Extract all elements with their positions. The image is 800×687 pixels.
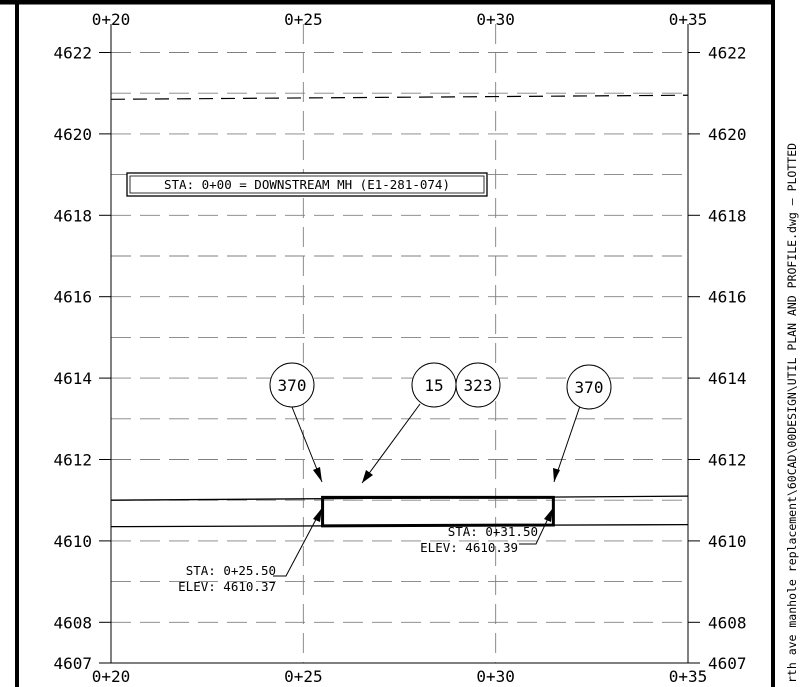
station-grid	[302, 24, 497, 663]
callout-right-label: 370	[575, 378, 604, 397]
callout-right-arrow	[553, 468, 560, 482]
left-point-leader	[273, 507, 323, 577]
callout-center-label-a: 15	[424, 376, 443, 395]
existing-grade-dashed-line	[110, 94, 689, 100]
elevation-label-right: 4622	[708, 43, 747, 62]
left-point-arrow	[313, 508, 322, 522]
callout-center-arrow	[362, 470, 373, 483]
callout-center-leader	[361, 403, 421, 484]
station-label-top: 0+25	[284, 10, 323, 29]
right-point-elevation: ELEV: 4610.39	[420, 540, 518, 555]
callout-left-bubble	[269, 362, 315, 408]
drawing-file-path: rth ave manhole replacement\60CAD\00DESI…	[785, 143, 799, 683]
elevation-label-right: 4608	[708, 613, 747, 632]
station-label-bottom: 0+20	[92, 667, 131, 686]
station-note-box	[126, 172, 488, 197]
elevation-label-left: 4622	[53, 43, 92, 62]
elevation-label-left: 4620	[53, 125, 92, 144]
elevation-label-right: 4618	[708, 206, 747, 225]
station-labels-bottom: 0+20 0+25 0+30 0+35	[92, 667, 708, 686]
elevation-labels-right: 4622 4620 4618 4616 4614 4612 4610 4608 4607	[688, 43, 747, 673]
elevation-label-right: 4610	[708, 532, 747, 551]
callout-center-bubble-b	[455, 362, 501, 408]
elevation-label-left: 4610	[53, 532, 92, 551]
station-label-top: 0+20	[92, 10, 131, 29]
callout-center-label-b: 323	[464, 376, 493, 395]
left-point-elevation: ELEV: 4610.37	[178, 579, 276, 594]
elevation-label-right: 4607	[708, 654, 747, 673]
elevation-label-right: 4612	[708, 450, 747, 469]
station-labels-top: 0+20 0+25 0+30 0+35	[92, 10, 708, 29]
station-label-bottom: 0+25	[284, 667, 323, 686]
callout-left-arrow	[313, 467, 322, 482]
right-point-station: STA: 0+31.50	[448, 524, 538, 539]
elevation-label-left: 4612	[53, 450, 92, 469]
elevation-grid	[111, 52, 688, 623]
left-point-station: STA: 0+25.50	[186, 563, 276, 578]
station-label-top: 0+35	[669, 10, 708, 29]
elevation-label-left: 4616	[53, 288, 92, 307]
callout-right-bubble	[566, 364, 612, 410]
elevation-labels-left: 4622 4620 4618 4616 4614 4612 4610 4608 4607	[53, 43, 111, 673]
right-point-arrow	[544, 508, 553, 522]
elevation-label-right: 4620	[708, 125, 747, 144]
elevation-label-left: 4608	[53, 613, 92, 632]
station-note-text: STA: 0+00 = DOWNSTREAM MH (E1-281-074)	[164, 177, 450, 192]
station-label-top: 0+30	[476, 10, 515, 29]
elevation-label-right: 4614	[708, 369, 747, 388]
elevation-label-left: 4607	[53, 654, 92, 673]
callout-left-label: 370	[278, 376, 307, 395]
callout-right-leader	[553, 405, 581, 483]
elevation-label-right: 4616	[708, 288, 747, 307]
station-note-box-inner	[129, 175, 485, 194]
station-label-bottom: 0+35	[669, 667, 708, 686]
elevation-label-left: 4618	[53, 206, 92, 225]
pipe-segment	[321, 495, 555, 528]
elevation-label-left: 4614	[53, 369, 92, 388]
station-label-bottom: 0+30	[476, 667, 515, 686]
